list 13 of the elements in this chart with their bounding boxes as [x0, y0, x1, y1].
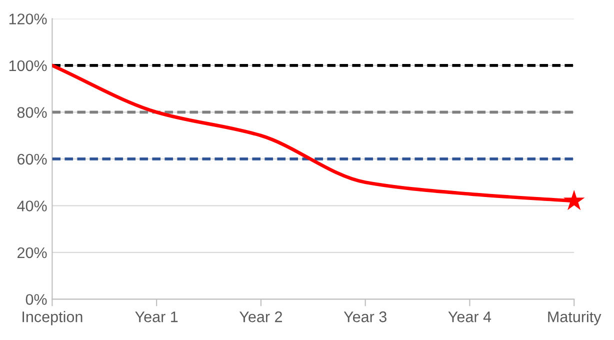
x-tick-label: Year 1: [135, 312, 178, 322]
y-tick-label: 100%: [9, 60, 47, 72]
y-tick-label: 0%: [26, 294, 47, 305]
y-tick-label: 120%: [9, 14, 47, 24]
x-tick-label: Year 4: [448, 312, 492, 322]
x-tick-label: Year 3: [344, 311, 386, 322]
y-tick-label: 80%: [17, 107, 47, 118]
y-tick-label: 20%: [18, 247, 47, 258]
y-tick-label: 40%: [17, 200, 47, 212]
x-tick-label: Inception: [22, 311, 82, 326]
x-tick-label: Maturity: [548, 311, 602, 326]
x-tick-label: Year 2: [239, 311, 282, 322]
y-tick-label: 60%: [18, 154, 47, 165]
